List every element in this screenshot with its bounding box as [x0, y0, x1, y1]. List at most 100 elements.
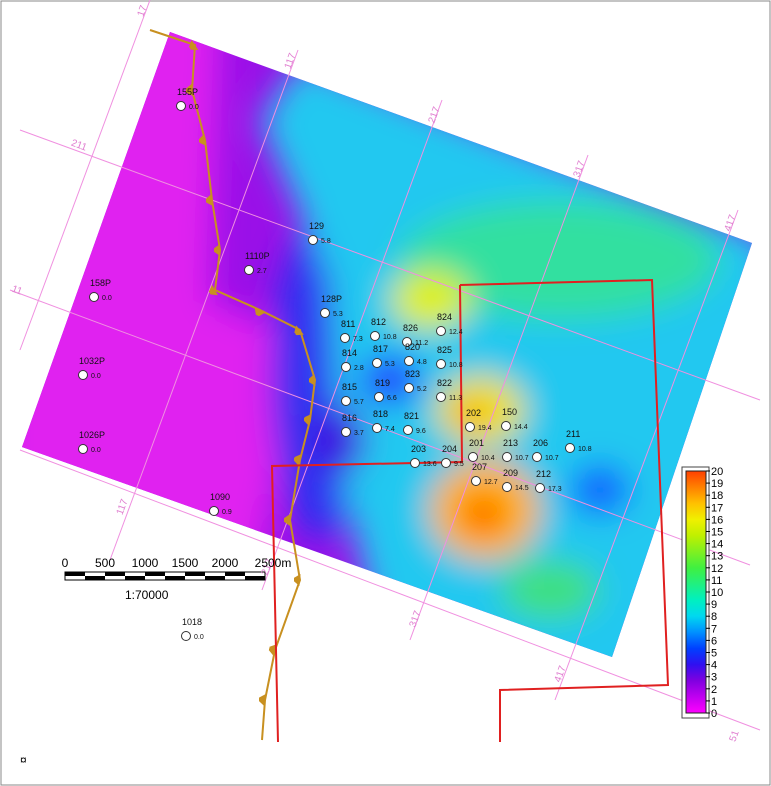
legend-tick-label: 14 — [711, 539, 723, 551]
well — [436, 326, 446, 336]
well-value: 0.0 — [91, 447, 101, 454]
scale-label: 500 — [95, 556, 115, 570]
scale-label: 0 — [62, 556, 69, 570]
well-value: 9.6 — [416, 428, 426, 435]
legend-tick-label: 11 — [711, 575, 722, 587]
well-value: 0.0 — [91, 373, 101, 380]
well-value: 9.5 — [454, 461, 464, 468]
well-value: 5.8 — [321, 238, 331, 245]
well-name: 819 — [375, 378, 390, 388]
well-value: 10.7 — [545, 455, 559, 462]
well-name: 1018 — [182, 617, 202, 627]
scale-label: 2000 — [212, 556, 239, 570]
well-name: 814 — [342, 348, 357, 358]
well-value: 10.4 — [481, 455, 495, 462]
well — [89, 292, 99, 302]
well-name: 1090 — [210, 492, 230, 502]
grid-label: 17 — [136, 4, 150, 19]
well-value: 19.4 — [478, 425, 492, 432]
well — [565, 443, 575, 453]
well-value: 14.5 — [515, 485, 529, 492]
well-name: 817 — [373, 344, 388, 354]
well-name: 211 — [566, 429, 580, 439]
legend-tick-label: 3 — [711, 672, 717, 684]
well-name: 816 — [342, 413, 357, 423]
scale-label: 1500 — [172, 556, 199, 570]
well-name: 209 — [503, 468, 518, 478]
well — [501, 421, 511, 431]
legend-tick-label: 20 — [711, 466, 723, 478]
well — [402, 337, 412, 347]
color-bar — [685, 470, 707, 714]
well-name: 1110P — [245, 251, 270, 261]
well — [410, 458, 420, 468]
well — [374, 392, 384, 402]
well — [370, 331, 380, 341]
well-name: 201 — [469, 438, 484, 448]
well-name: 821 — [404, 411, 419, 421]
well-name: 825 — [437, 345, 452, 355]
well-value: 7.3 — [353, 336, 363, 343]
well-name: 823 — [405, 369, 420, 379]
well-value: 7.4 — [385, 426, 395, 433]
well-value: 10.7 — [515, 455, 529, 462]
well-name: 213 — [503, 438, 518, 448]
well — [436, 359, 446, 369]
boundary-line — [270, 284, 464, 743]
well-name: 212 — [536, 469, 551, 479]
well — [404, 383, 414, 393]
well — [78, 444, 88, 454]
well — [341, 362, 351, 372]
well-value: 0.9 — [222, 509, 232, 516]
well-value: 13.6 — [423, 461, 437, 468]
icon: ¤ — [20, 753, 27, 767]
well — [341, 396, 351, 406]
well-value: 11.2 — [415, 340, 428, 347]
grid-label: 211 — [69, 138, 88, 154]
legend-tick-label: 2 — [711, 684, 717, 696]
well — [403, 425, 413, 435]
legend-tick-label: 15 — [711, 527, 723, 539]
fault-line — [149, 29, 317, 741]
well-value: 14.4 — [514, 424, 528, 431]
legend-tick-label: 8 — [711, 611, 717, 623]
grid-label: 117 — [283, 51, 299, 70]
well-name: 204 — [442, 444, 457, 454]
well — [441, 458, 451, 468]
well-value: 11.3 — [449, 395, 462, 402]
legend-tick-label: 16 — [711, 514, 723, 526]
well-name: 815 — [342, 382, 357, 392]
well-name: 202 — [466, 408, 481, 418]
well — [341, 427, 351, 437]
boundary-line — [459, 278, 670, 742]
legend-tick-label: 0 — [711, 708, 717, 720]
legend-tick-label: 12 — [711, 563, 723, 575]
well — [471, 476, 481, 486]
well — [372, 423, 382, 433]
well-name: 206 — [533, 438, 548, 448]
well-name: 1032P — [79, 356, 105, 366]
well — [468, 452, 478, 462]
well — [181, 631, 191, 641]
well-value: 2.8 — [354, 365, 364, 372]
well-name: 155P — [177, 87, 198, 97]
legend-tick-label: 7 — [711, 623, 717, 635]
well — [535, 483, 545, 493]
well-name: 812 — [371, 317, 386, 327]
well-value: 5.3 — [385, 361, 395, 368]
well-name: 811 — [341, 319, 355, 329]
well — [502, 452, 512, 462]
well-name: 818 — [373, 409, 388, 419]
scale-label: 1000 — [132, 556, 159, 570]
well-value: 5.7 — [354, 399, 364, 406]
well — [502, 482, 512, 492]
legend-tick-label: 9 — [711, 599, 717, 611]
well — [176, 101, 186, 111]
well-value: 0.0 — [194, 634, 204, 641]
well — [308, 235, 318, 245]
well — [372, 358, 382, 368]
legend-tick-label: 6 — [711, 635, 717, 647]
legend-tick-label: 19 — [711, 478, 723, 490]
